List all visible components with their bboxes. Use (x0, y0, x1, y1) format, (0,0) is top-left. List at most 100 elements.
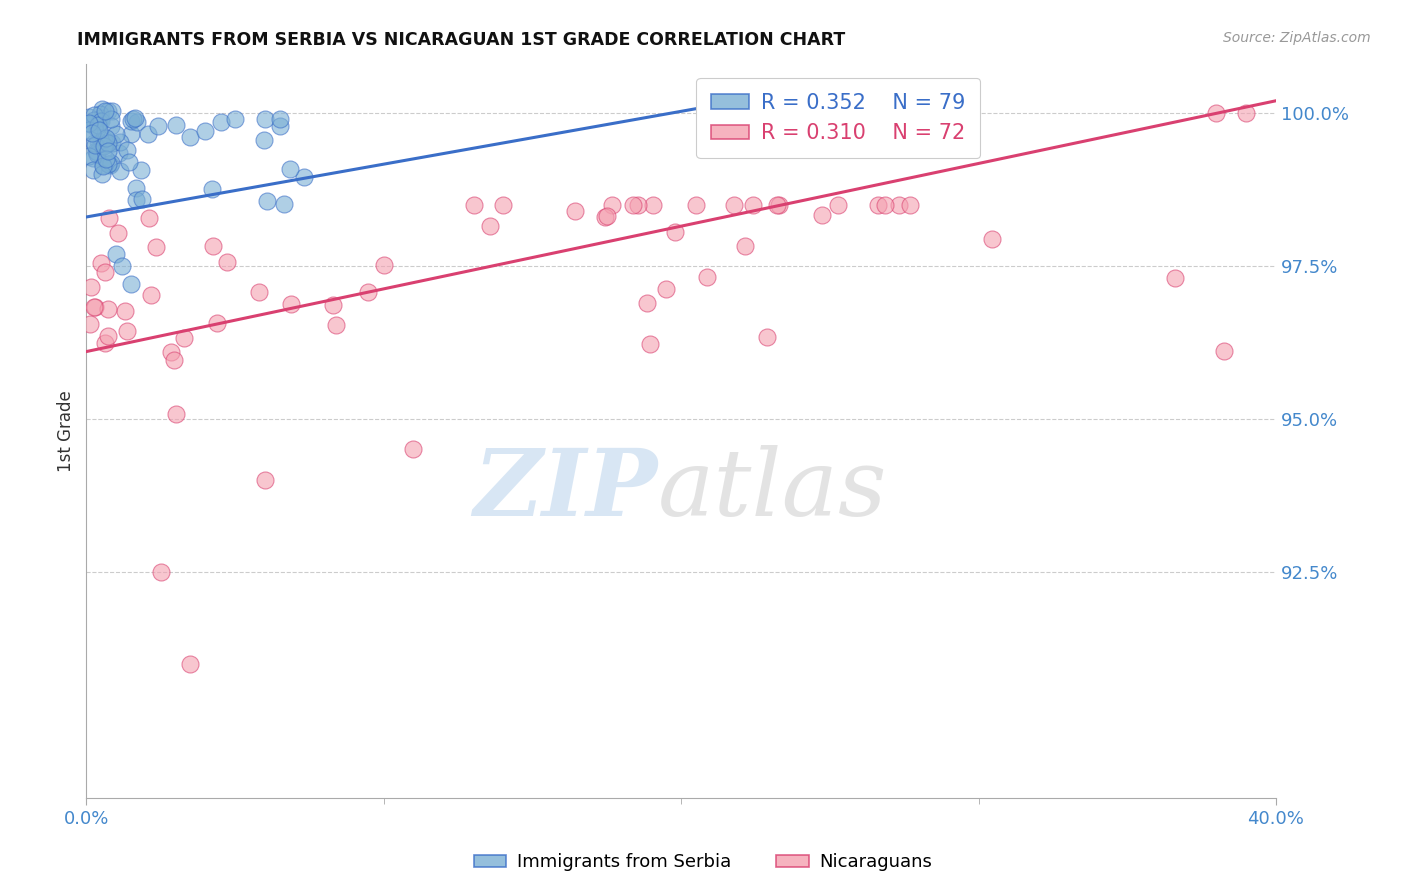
Point (120, 128, 142, 142)
Point (124, 112, 146, 126)
Point (898, 198, 921, 212)
Point (87, 115, 110, 129)
Y-axis label: 1st Grade: 1st Grade (58, 390, 75, 472)
Point (873, 198, 896, 212)
Point (90, 113, 112, 128)
Point (101, 136, 124, 150)
Point (120, 277, 142, 292)
Point (269, 119, 291, 133)
Point (77, 148, 100, 162)
Legend: R = 0.352    N = 79, R = 0.310    N = 72: R = 0.352 N = 79, R = 0.310 N = 72 (696, 78, 980, 158)
Point (179, 657, 201, 671)
Point (108, 164, 131, 178)
Point (756, 330, 779, 344)
Point (280, 162, 302, 177)
Point (621, 198, 644, 212)
Point (93, 139, 115, 153)
Point (90, 136, 112, 150)
Point (86, 145, 108, 160)
Point (664, 225, 686, 239)
Point (215, 255, 238, 269)
Point (97, 329, 120, 343)
Point (87, 135, 110, 149)
Point (402, 442, 425, 457)
Point (91, 159, 114, 173)
Point (492, 198, 515, 212)
Point (86, 121, 108, 136)
Point (564, 203, 586, 218)
Point (97, 144, 120, 158)
Point (1163, 270, 1185, 285)
Point (373, 258, 395, 272)
Point (654, 282, 676, 296)
Point (165, 407, 187, 421)
Point (734, 239, 756, 253)
Point (83, 136, 105, 151)
Point (273, 197, 295, 211)
Point (269, 112, 291, 127)
Point (84, 138, 107, 153)
Point (121, 112, 143, 127)
Point (97, 103, 120, 118)
Point (1205, 106, 1227, 120)
Legend: Immigrants from Serbia, Nicaraguans: Immigrants from Serbia, Nicaraguans (467, 847, 939, 879)
Point (82, 152, 104, 166)
Point (201, 181, 224, 195)
Text: IMMIGRANTS FROM SERBIA VS NICARAGUAN 1ST GRADE CORRELATION CHART: IMMIGRANTS FROM SERBIA VS NICARAGUAN 1ST… (77, 31, 845, 49)
Point (159, 345, 181, 359)
Point (98, 158, 121, 172)
Point (100, 112, 122, 126)
Point (117, 143, 139, 157)
Point (91, 158, 114, 172)
Point (325, 318, 347, 332)
Point (77, 116, 100, 130)
Point (107, 226, 129, 240)
Point (638, 336, 661, 351)
Point (125, 181, 148, 195)
Point (742, 198, 765, 212)
Point (478, 219, 501, 233)
Point (89, 107, 111, 121)
Point (110, 135, 132, 149)
Point (194, 124, 217, 138)
Point (149, 565, 172, 579)
Point (79, 318, 101, 332)
Point (723, 198, 745, 212)
Point (94, 103, 117, 118)
Point (80, 280, 103, 294)
Point (111, 259, 134, 273)
Point (253, 112, 276, 127)
Point (866, 198, 889, 212)
Text: ZIP: ZIP (472, 445, 658, 535)
Point (685, 198, 707, 212)
Point (93, 132, 115, 146)
Point (205, 316, 228, 330)
Point (141, 288, 163, 302)
Point (114, 304, 136, 318)
Point (86, 144, 108, 158)
Point (292, 170, 315, 185)
Point (357, 285, 380, 299)
Point (173, 331, 195, 345)
Point (82, 162, 104, 177)
Point (148, 119, 170, 133)
Point (120, 113, 142, 128)
Point (125, 194, 148, 208)
Point (129, 163, 152, 178)
Point (247, 285, 270, 300)
Point (280, 297, 302, 311)
Point (97, 211, 120, 225)
Point (100, 119, 122, 133)
Point (643, 198, 665, 212)
Point (94, 136, 117, 151)
Point (94, 336, 117, 351)
Point (83, 300, 105, 314)
Point (83, 301, 105, 315)
Point (138, 211, 160, 226)
Text: atlas: atlas (658, 445, 887, 535)
Point (981, 232, 1004, 246)
Point (100, 156, 122, 170)
Point (127, 115, 149, 129)
Point (87, 123, 110, 137)
Point (94, 130, 117, 145)
